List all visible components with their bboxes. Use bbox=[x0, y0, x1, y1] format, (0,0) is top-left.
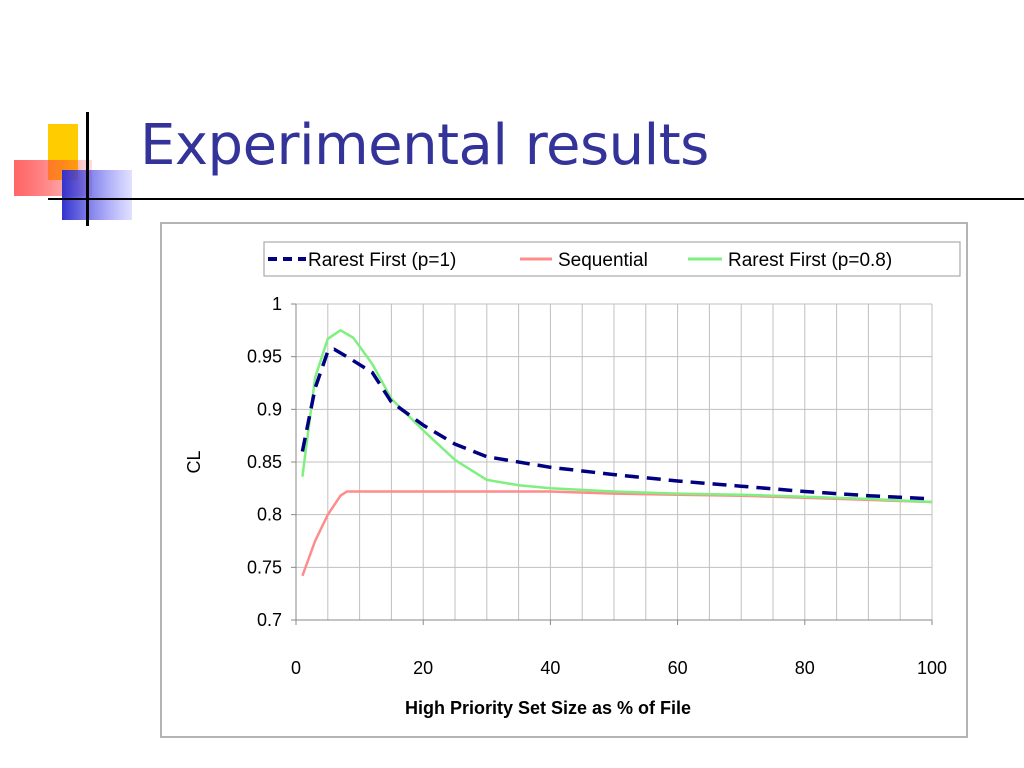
y-tick-label: 0.7 bbox=[257, 610, 282, 630]
x-tick-labels: 0 20 40 60 80 100 bbox=[291, 620, 947, 678]
title-underline bbox=[48, 198, 1024, 200]
legend-label-rarest-first-p08: Rarest First (p=0.8) bbox=[728, 250, 892, 271]
slide-title: Experimental results bbox=[140, 113, 709, 178]
y-tick-label: 1 bbox=[272, 294, 282, 314]
y-tick-labels: 0.7 0.75 0.8 0.85 0.9 0.95 1 bbox=[247, 294, 296, 630]
y-tick-label: 0.8 bbox=[257, 505, 282, 525]
y-tick-label: 0.9 bbox=[257, 399, 282, 419]
y-tick-label: 0.75 bbox=[247, 557, 282, 577]
legend-box bbox=[263, 241, 961, 277]
slide-decoration-graphic bbox=[14, 112, 132, 226]
legend-label-sequential: Sequential bbox=[558, 250, 648, 271]
y-tick-label: 0.85 bbox=[247, 452, 282, 472]
series-line-rarest-first-p1 bbox=[300, 347, 933, 501]
x-tick-label: 80 bbox=[795, 658, 815, 678]
y-tick-label: 0.95 bbox=[247, 347, 282, 367]
x-axis-title: High Priority Set Size as % of File bbox=[405, 698, 691, 718]
chart-series bbox=[300, 329, 933, 577]
blue-square-shape bbox=[62, 170, 132, 220]
x-tick-label: 0 bbox=[291, 658, 301, 678]
line-chart: 0.7 0.75 0.8 0.85 0.9 0.95 1 0 20 40 60 80 100 High… bbox=[184, 241, 961, 718]
vertical-rule-line bbox=[86, 112, 89, 226]
y-axis-title: CL bbox=[184, 450, 204, 473]
x-tick-label: 100 bbox=[917, 658, 947, 678]
x-tick-label: 20 bbox=[413, 658, 433, 678]
x-tick-label: 60 bbox=[668, 658, 688, 678]
series-line-sequential bbox=[301, 490, 933, 577]
legend-label-rarest-first-p1: Rarest First (p=1) bbox=[308, 250, 456, 271]
chart-legend: Rarest First (p=1) Sequential Rarest Fir… bbox=[263, 241, 961, 277]
x-tick-label: 40 bbox=[540, 658, 560, 678]
chart-grid bbox=[296, 303, 933, 621]
chart-frame bbox=[160, 222, 968, 738]
series-line-rarest-first-p08 bbox=[301, 329, 933, 504]
